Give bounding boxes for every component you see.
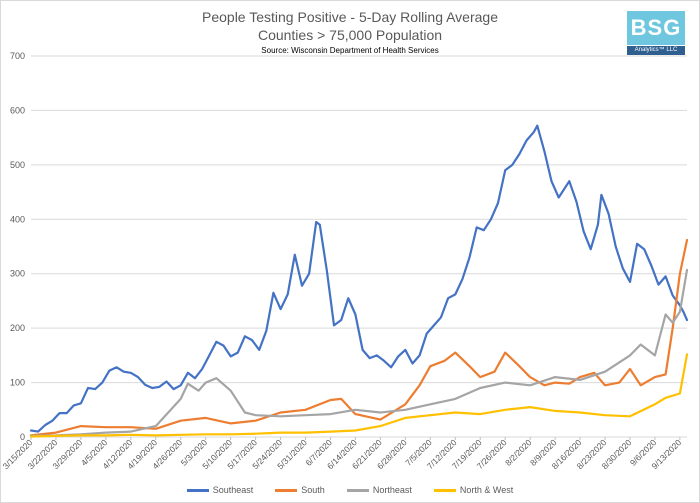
logo-main-text: BSG xyxy=(630,15,682,40)
bsg-logo: BSG Analytics™ LLC xyxy=(627,11,685,55)
legend-item: Northeast xyxy=(346,485,412,495)
chart-source: Source: Wisconsin Department of Health S… xyxy=(261,46,439,55)
legend-item: North & West xyxy=(433,485,514,495)
series-line-south xyxy=(29,238,689,437)
chart-subtitle: Counties > 75,000 Population xyxy=(257,27,443,43)
legend-item: Southeast xyxy=(186,485,254,495)
y-tick-label: 700 xyxy=(10,51,25,61)
y-tick-label: 100 xyxy=(10,378,25,388)
legend-label: Southeast xyxy=(212,485,254,495)
legend-swatch xyxy=(275,488,298,492)
y-tick-label: 300 xyxy=(10,269,25,279)
y-tick-label: 400 xyxy=(10,214,25,224)
y-tick-label: 500 xyxy=(10,160,25,170)
y-tick-label: 0 xyxy=(20,432,25,442)
chart-title: People Testing Positive - 5-Day Rolling … xyxy=(202,9,498,25)
series-line-north-west xyxy=(29,353,689,438)
legend-label: South xyxy=(301,485,325,495)
legend-label: Northeast xyxy=(372,485,412,495)
legend-swatch xyxy=(186,488,209,492)
legend-item: South xyxy=(275,485,325,495)
logo-box xyxy=(627,11,685,45)
logo-sub-text: Analytics™ LLC xyxy=(627,46,685,55)
chart-legend: Southeast South Northeast North & West xyxy=(1,485,699,495)
y-tick-label: 600 xyxy=(10,105,25,115)
series-line-southeast xyxy=(29,124,689,433)
legend-swatch xyxy=(433,488,456,492)
legend-label: North & West xyxy=(459,485,514,495)
y-tick-label: 200 xyxy=(10,323,25,333)
series-line-northeast xyxy=(29,268,689,437)
legend-swatch xyxy=(346,488,369,492)
